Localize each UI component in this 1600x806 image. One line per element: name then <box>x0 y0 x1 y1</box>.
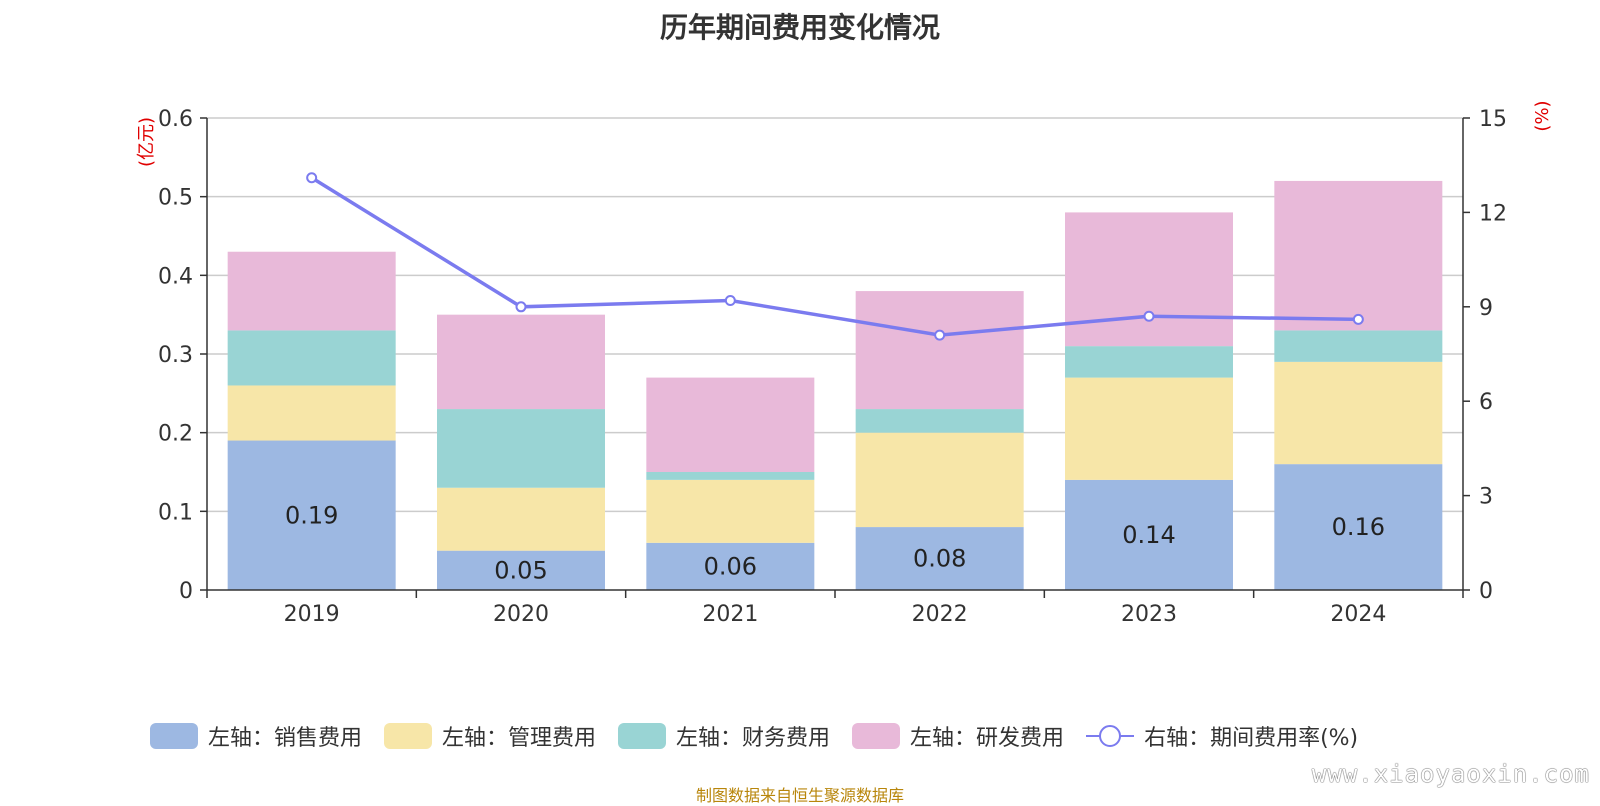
legend-label: 左轴：财务费用 <box>676 726 831 751</box>
right-axis-unit-label: (%) <box>1532 100 1553 131</box>
left-axis-tick-label: 0.6 <box>158 107 193 132</box>
legend-item[interactable]: 左轴：销售费用 <box>150 720 362 752</box>
right-axis-tick-label: 6 <box>1479 390 1493 415</box>
legend-label: 左轴：研发费用 <box>910 726 1065 751</box>
left-axis-tick-label: 0.5 <box>158 186 193 211</box>
legend-item[interactable]: 左轴：管理费用 <box>384 720 596 752</box>
legend-swatch <box>150 723 198 749</box>
bar-segment <box>1065 212 1233 347</box>
rate-line-point <box>724 295 736 307</box>
bar-segment <box>227 440 396 590</box>
left-axis-unit-label: (亿元) <box>136 117 157 167</box>
right-axis-tick-label: 3 <box>1479 485 1493 510</box>
bar-segment <box>855 409 1024 433</box>
bar-segment <box>1065 377 1233 480</box>
bar-segment <box>437 487 605 551</box>
legend-swatch <box>852 723 901 749</box>
bar-segment <box>646 542 815 590</box>
bar-segment <box>855 432 1024 528</box>
x-axis-tick-label: 2024 <box>1330 602 1386 627</box>
legend-label: 左轴：销售费用 <box>208 726 363 751</box>
legend-item[interactable]: 左轴：研发费用 <box>852 720 1064 752</box>
legend-line-marker-icon <box>1086 725 1135 747</box>
left-axis-tick-label: 0 <box>179 579 193 604</box>
bar-value-label: 0.06 <box>704 552 757 580</box>
bar-segment <box>437 550 605 590</box>
left-axis-tick-label: 0.1 <box>158 500 193 525</box>
legend-item[interactable]: 左轴：财务费用 <box>618 720 830 752</box>
bars <box>227 180 1443 590</box>
legend-swatch <box>618 723 667 749</box>
bar-value-label: 0.16 <box>1332 513 1385 541</box>
x-axis-tick-label: 2020 <box>493 602 549 627</box>
bar-segment <box>227 385 396 441</box>
watermark: www.xiaoyaoxin.com <box>1311 760 1590 788</box>
bar-segment <box>646 377 815 472</box>
axes: 0 0.1 0.2 0.3 0.4 0.5 0.6 0 3 6 9 12 15 2019 2020 2021 2… <box>136 100 1553 627</box>
bar-segment <box>855 527 1024 590</box>
bar-segment <box>855 291 1024 410</box>
bar-value-label: 0.08 <box>913 545 966 573</box>
bar-segment <box>1274 330 1443 362</box>
bar-value-label: 0.05 <box>494 556 547 584</box>
rate-line-point <box>1143 310 1155 322</box>
bar-segment <box>1274 464 1443 590</box>
left-axis-tick-label: 0.4 <box>158 264 193 289</box>
rate-line-point <box>306 172 318 184</box>
rate-line-point <box>515 301 527 313</box>
bar-segment <box>1065 346 1233 378</box>
x-axis-tick-label: 2021 <box>702 602 758 627</box>
data-labels: 0.19 0.05 0.06 0.08 0.14 0.16 <box>285 501 1385 584</box>
grid-lines <box>207 117 1463 513</box>
x-axis-tick-label: 2023 <box>1121 602 1177 627</box>
legend-item[interactable]: 右轴：期间费用率(%) <box>1086 720 1358 752</box>
legend-label: 右轴：期间费用率(%) <box>1144 726 1359 751</box>
right-axis-tick-label: 15 <box>1479 107 1507 132</box>
right-axis-tick-label: 12 <box>1479 201 1507 226</box>
right-axis-tick-label: 9 <box>1479 296 1493 321</box>
legend-label: 左轴：管理费用 <box>442 726 597 751</box>
bar-segment <box>227 330 396 386</box>
bar-segment <box>646 479 815 543</box>
bar-segment <box>437 314 605 410</box>
bar-segment <box>1274 180 1443 331</box>
bar-segment <box>227 251 396 331</box>
x-axis-tick-label: 2019 <box>284 602 340 627</box>
legend: 左轴：销售费用 左轴：管理费用 左轴：财务费用 左轴：研发费用 右轴：期间费用率(%) <box>150 720 1380 752</box>
chart-title: 历年期间费用变化情况 <box>659 11 940 44</box>
rate-line <box>306 172 1364 341</box>
x-axis-tick-label: 2022 <box>912 602 968 627</box>
rate-line-path <box>310 176 1359 337</box>
right-axis-tick-label: 0 <box>1479 579 1493 604</box>
rate-line-point <box>934 329 946 341</box>
bar-value-label: 0.19 <box>285 501 338 529</box>
bar-segment <box>437 409 605 488</box>
bar-segment <box>646 472 815 480</box>
rate-line-point <box>1352 313 1364 325</box>
bar-segment <box>1274 361 1443 465</box>
left-axis-tick-label: 0.2 <box>158 422 193 447</box>
legend-swatch <box>384 723 433 749</box>
bar-segment <box>1065 479 1233 590</box>
bar-value-label: 0.14 <box>1122 521 1175 549</box>
left-axis-tick-label: 0.3 <box>158 343 193 368</box>
